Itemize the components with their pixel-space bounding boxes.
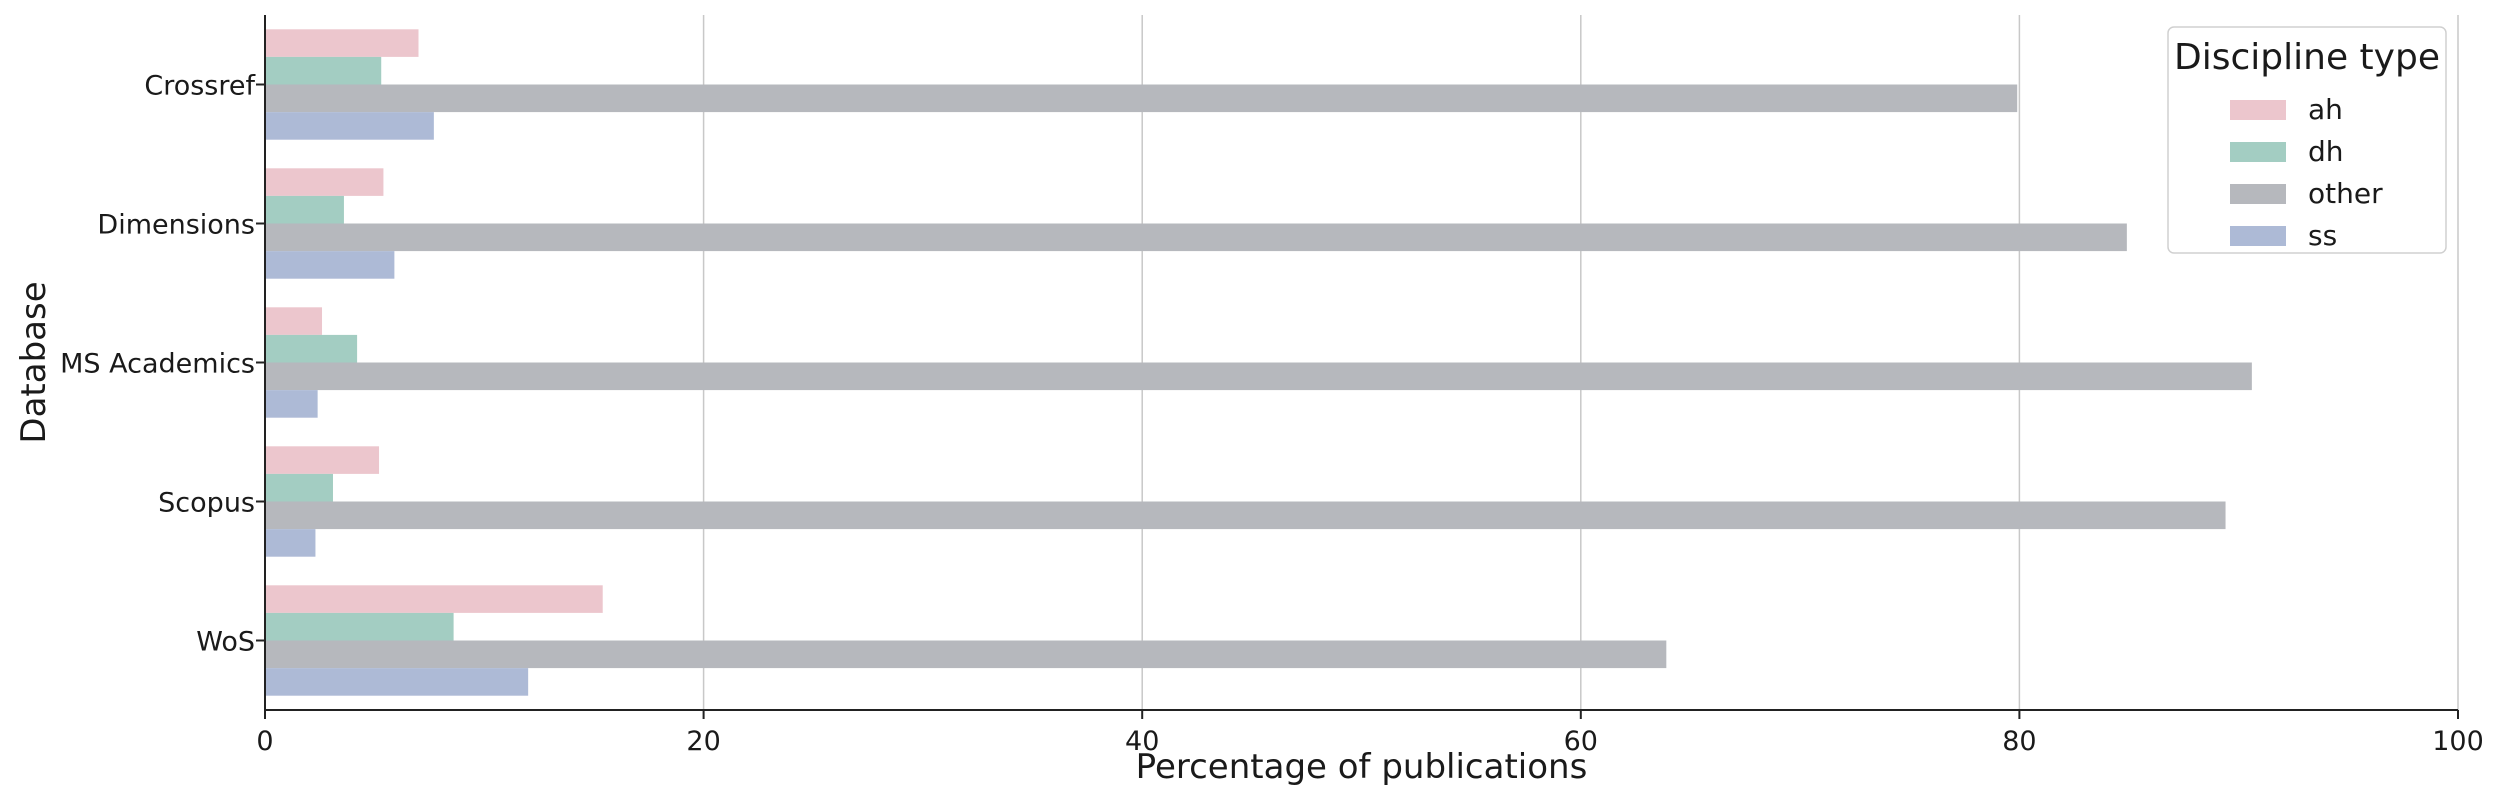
legend-label-ah: ah bbox=[2308, 93, 2343, 126]
y-tick-label: Crossref bbox=[144, 71, 256, 102]
bar-ss bbox=[265, 112, 434, 140]
bars bbox=[265, 29, 2252, 696]
bar-ah bbox=[265, 585, 603, 613]
y-axis-title: Database bbox=[14, 281, 54, 443]
bar-ah bbox=[265, 29, 419, 57]
x-tick-label: 60 bbox=[1564, 726, 1598, 757]
legend-swatch-ss bbox=[2230, 226, 2286, 246]
bar-ah bbox=[265, 446, 380, 474]
bar-dh bbox=[265, 612, 454, 641]
bar-ah bbox=[265, 307, 323, 335]
y-tick-label: MS Academics bbox=[60, 349, 255, 380]
bar-ah bbox=[265, 168, 384, 196]
legend-label-dh: dh bbox=[2308, 135, 2344, 168]
legend-label-other: other bbox=[2308, 177, 2383, 210]
bar-dh bbox=[265, 56, 382, 85]
bar-other bbox=[265, 501, 2226, 530]
bar-other bbox=[265, 362, 2252, 391]
bar-dh bbox=[265, 473, 333, 502]
legend-swatch-other bbox=[2230, 184, 2286, 204]
x-tick-label: 20 bbox=[686, 726, 720, 757]
bar-ss bbox=[265, 251, 395, 279]
bar-ss bbox=[265, 529, 316, 557]
bar-dh bbox=[265, 195, 344, 224]
legend-label-ss: ss bbox=[2308, 219, 2337, 252]
legend-swatch-ah bbox=[2230, 100, 2286, 120]
x-axis-title: Percentage of publications bbox=[1136, 747, 1588, 787]
legend: Discipline type ah dh other ss bbox=[2167, 26, 2447, 254]
legend-swatch-dh bbox=[2230, 142, 2286, 162]
x-axis-ticks: 0 20 40 60 80 100 bbox=[256, 710, 2484, 757]
x-tick-label: 80 bbox=[2002, 726, 2036, 757]
x-tick-label: 0 bbox=[256, 726, 273, 757]
y-tick-label: Dimensions bbox=[97, 210, 255, 241]
legend-title: Discipline type bbox=[2174, 37, 2440, 78]
bar-dh bbox=[265, 334, 358, 363]
y-tick-label: WoS bbox=[196, 627, 255, 658]
bar-other bbox=[265, 84, 2018, 113]
x-tick-label: 40 bbox=[1125, 726, 1159, 757]
bar-other bbox=[265, 223, 2127, 252]
y-tick-label: Scopus bbox=[158, 488, 255, 519]
x-tick-label: 100 bbox=[2432, 726, 2484, 757]
y-axis-ticks: Crossref Dimensions MS Academics Scopus WoS bbox=[60, 71, 265, 658]
bar-ss bbox=[265, 668, 529, 696]
bar-other bbox=[265, 640, 1667, 669]
bar-ss bbox=[265, 390, 318, 418]
